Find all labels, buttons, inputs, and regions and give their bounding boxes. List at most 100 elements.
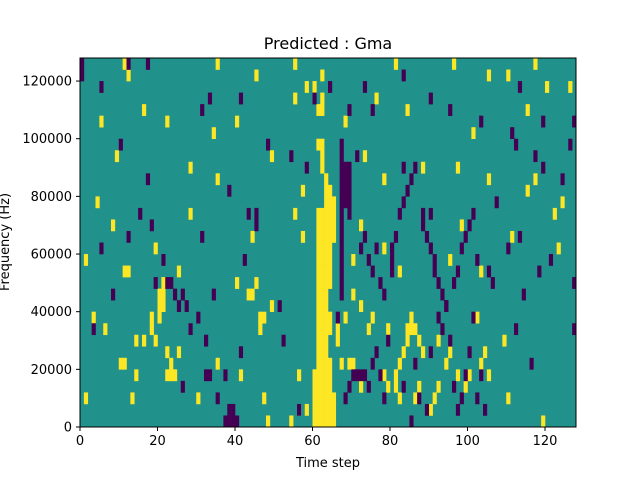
heatmap-cell (324, 415, 329, 428)
heatmap-cell (428, 403, 433, 416)
heatmap-cell (424, 230, 430, 243)
heatmap-cell (324, 380, 329, 393)
heatmap-cell (459, 392, 464, 405)
heatmap-cell (211, 288, 216, 301)
heatmap-cell (405, 334, 410, 347)
heatmap-cell (320, 334, 325, 347)
heatmap-cell (370, 265, 375, 278)
heatmap-cell (316, 277, 321, 289)
heatmap-cell (304, 81, 309, 93)
heatmap-cell (320, 323, 325, 336)
heatmap-cell (320, 346, 325, 359)
heatmap-cell (347, 196, 352, 209)
heatmap-cell (475, 311, 480, 324)
heatmap-cell (483, 403, 488, 416)
heatmap-cell (320, 150, 325, 163)
heatmap-cell (324, 173, 329, 186)
heatmap-cell (366, 380, 371, 393)
heatmap-cell (572, 115, 577, 128)
heatmap-cell (215, 173, 220, 186)
x-tick-label: 0 (76, 434, 84, 449)
x-tick-label: 20 (149, 434, 166, 449)
heatmap-cell (517, 81, 523, 93)
heatmap-cell (207, 369, 213, 382)
heatmap-cell (514, 138, 519, 151)
heatmap-cell (397, 265, 402, 278)
heatmap-cell (351, 254, 356, 266)
heatmap-cell (122, 357, 127, 370)
heatmap-cell (188, 323, 193, 336)
heatmap-cell (320, 69, 325, 82)
heatmap-cell (320, 369, 325, 382)
heatmap-cell (324, 219, 329, 232)
heatmap-cell (130, 392, 135, 405)
heatmap-cell (297, 369, 302, 382)
heatmap-cell (556, 242, 561, 255)
heatmap-cell (440, 288, 445, 301)
heatmap-cell (320, 403, 325, 416)
heatmap-cell (161, 300, 166, 312)
heatmap-cell (289, 150, 294, 163)
heatmap-cell (417, 334, 422, 347)
heatmap-cell (207, 92, 213, 105)
heatmap-cell (382, 242, 387, 255)
heatmap-cell (316, 392, 321, 405)
heatmap-cell (521, 288, 526, 301)
heatmap-cell (196, 392, 201, 405)
heatmap-cell (324, 288, 329, 301)
heatmap-cell (401, 380, 406, 393)
heatmap-cell (417, 392, 422, 405)
heatmap-cell (428, 346, 433, 359)
heatmap-cell (335, 311, 340, 324)
heatmap-cell (316, 415, 321, 428)
heatmap-cell (479, 115, 484, 128)
heatmap-cell (134, 334, 139, 347)
heatmap-cell (351, 288, 356, 301)
heatmap-cell (452, 58, 457, 70)
heatmap-cell (250, 288, 255, 301)
heatmap-cell (320, 300, 325, 312)
heatmap-cell (312, 415, 317, 428)
heatmap-cell (440, 323, 445, 336)
heatmap-cell (382, 392, 387, 405)
heatmap-cell (510, 230, 515, 243)
heatmap-cell (118, 138, 123, 151)
heatmap-cell (200, 230, 205, 243)
heatmap-cell (386, 323, 391, 336)
heatmap-cell (355, 150, 360, 163)
heatmap-cell (517, 230, 523, 243)
heatmap-cell (262, 392, 267, 405)
x-tick-label: 100 (455, 434, 480, 449)
heatmap-cell (328, 184, 333, 197)
heatmap-cell (397, 207, 402, 220)
heatmap-cell (281, 334, 286, 347)
heatmap-cell (486, 265, 492, 278)
heatmap-cell (153, 277, 158, 289)
heatmap-cell (324, 277, 329, 289)
heatmap-cell (331, 403, 337, 416)
heatmap-cell (324, 196, 329, 209)
heatmap-cell (293, 58, 298, 70)
heatmap-cell (393, 380, 399, 393)
heatmap-cell (568, 81, 573, 93)
heatmap-cell (215, 357, 220, 370)
heatmap-cell (390, 254, 395, 266)
heatmap-cell (324, 357, 329, 370)
heatmap-cell (502, 334, 507, 347)
heatmap-cell (320, 380, 325, 393)
heatmap-cell (200, 104, 205, 116)
heatmap-cell (455, 265, 461, 278)
heatmap-cell (347, 161, 352, 174)
heatmap-cell (227, 403, 232, 416)
heatmap-cell (83, 254, 89, 266)
heatmap-cell (324, 334, 329, 347)
heatmap-cell (467, 219, 472, 232)
heatmap-cell (246, 288, 251, 301)
heatmap-cell (231, 415, 236, 428)
heatmap-cell (91, 311, 96, 324)
heatmap-cell (486, 173, 492, 186)
heatmap-cell (180, 288, 185, 301)
heatmap-cell (339, 138, 344, 151)
heatmap-cell (316, 230, 321, 243)
heatmap-cell (328, 230, 333, 243)
